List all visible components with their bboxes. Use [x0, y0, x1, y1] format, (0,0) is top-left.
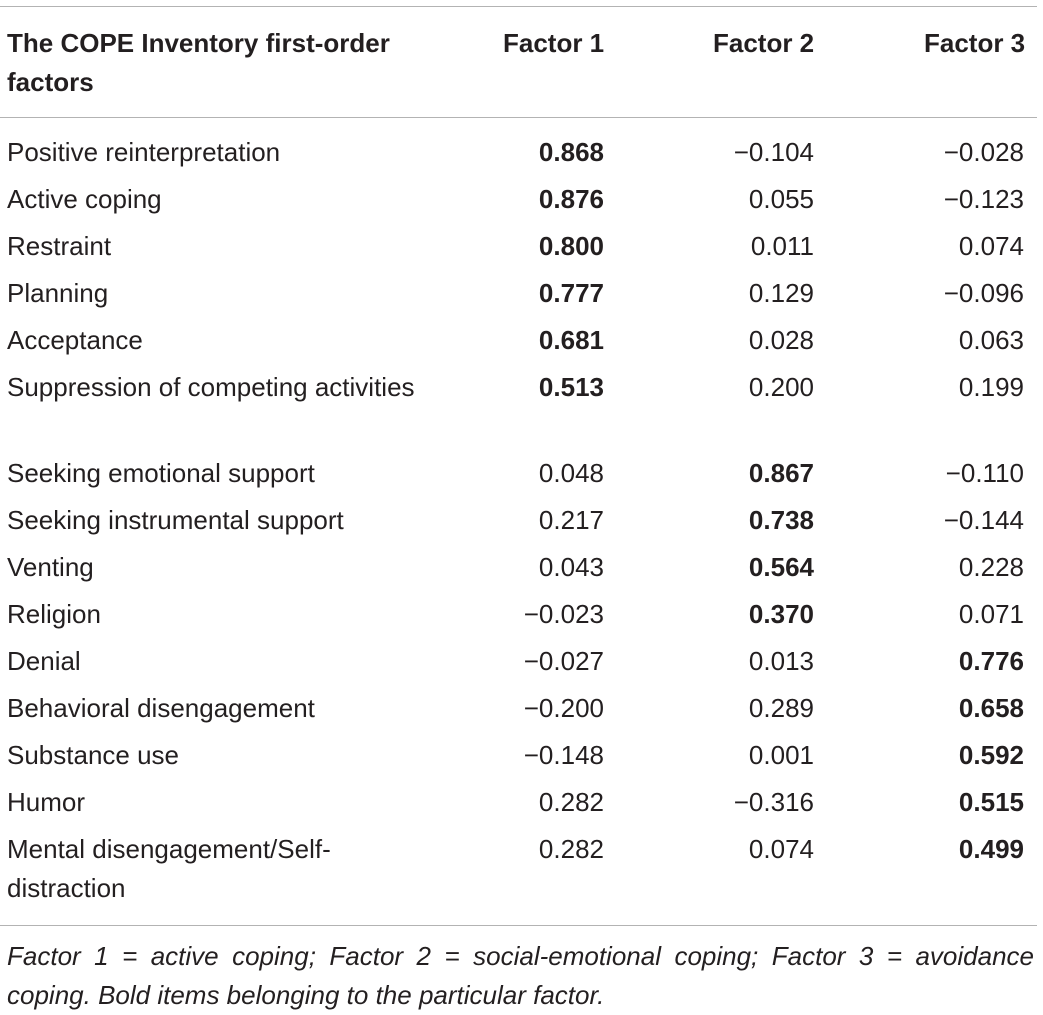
table-row: Substance use −0.148 0.001 0.592	[0, 736, 1037, 783]
factor-2-value: 0.001	[748, 740, 814, 770]
row-factor-name: Mental disengagement/Self-distraction	[7, 834, 331, 903]
row-factor-name: Active coping	[7, 184, 162, 214]
table-row: Venting 0.043 0.564 0.228	[0, 548, 1037, 595]
factor-2-value: 0.564	[748, 552, 814, 582]
row-factor-name: Seeking emotional support	[7, 458, 315, 488]
table-row: Religion −0.023 0.370 0.071	[0, 595, 1037, 642]
row-factor-name: Restraint	[7, 231, 112, 261]
factor-3-value: 0.592	[958, 740, 1024, 770]
header-factor-1: Factor 1	[503, 28, 605, 58]
factor-2-value: 0.370	[748, 599, 814, 629]
factor-1-value: 0.681	[538, 325, 604, 355]
table-header: The COPE Inventory first-order factors F…	[0, 24, 1037, 112]
row-factor-name: Suppression of competing activities	[7, 372, 415, 402]
row-factor-name: Venting	[7, 552, 94, 582]
factor-2-value: 0.738	[748, 505, 814, 535]
factor-2-value: 0.028	[748, 325, 814, 355]
factor-3-value: −0.123	[943, 184, 1024, 214]
table-row: Humor 0.282 −0.316 0.515	[0, 783, 1037, 830]
factor-3-value: −0.144	[943, 505, 1024, 535]
factor-1-value: 0.282	[538, 834, 604, 864]
factor-3-value: 0.074	[958, 231, 1024, 261]
factor-2-value: −0.104	[733, 137, 814, 167]
table-footnote: Factor 1 = active coping; Factor 2 = soc…	[7, 941, 1034, 1010]
factor-1-value: 0.043	[538, 552, 604, 582]
factor-3-value: −0.096	[943, 278, 1024, 308]
row-factor-name: Planning	[7, 278, 109, 308]
table-row: Active coping 0.876 0.055 −0.123	[0, 180, 1037, 227]
table-row: Planning 0.777 0.129 −0.096	[0, 274, 1037, 321]
table-row: Behavioral disengagement −0.200 0.289 0.…	[0, 689, 1037, 736]
table-row: Seeking instrumental support 0.217 0.738…	[0, 501, 1037, 548]
header-inventory-factors: The COPE Inventory first-order factors	[7, 28, 390, 97]
factor-3-value: 0.515	[958, 787, 1024, 817]
factor-2-value: 0.074	[748, 834, 814, 864]
row-factor-name: Behavioral disengagement	[7, 693, 315, 723]
table-body: Positive reinterpretation 0.868 −0.104 −…	[0, 133, 1037, 916]
factor-1-value: 0.876	[538, 184, 604, 214]
row-factor-name: Denial	[7, 646, 81, 676]
row-factor-name: Religion	[7, 599, 101, 629]
factor-2-value: 0.055	[748, 184, 814, 214]
factor-1-value: 0.048	[538, 458, 604, 488]
table-top-rule	[0, 6, 1037, 7]
factor-2-value: 0.011	[750, 231, 814, 261]
row-factor-name: Acceptance	[7, 325, 143, 355]
factor-3-value: 0.776	[958, 646, 1024, 676]
factor-2-value: 0.013	[748, 646, 814, 676]
factor-2-value: −0.316	[733, 787, 814, 817]
header-factor-3: Factor 3	[924, 28, 1026, 58]
table-row: Acceptance 0.681 0.028 0.063	[0, 321, 1037, 368]
factor-2-value: 0.867	[748, 458, 814, 488]
header-factor-2: Factor 2	[713, 28, 815, 58]
factor-1-value: −0.023	[523, 599, 604, 629]
factor-3-value: 0.199	[958, 372, 1024, 402]
factor-3-value: 0.499	[958, 834, 1024, 864]
factor-1-value: 0.800	[538, 231, 604, 261]
row-factor-name: Humor	[7, 787, 86, 817]
table-bottom-rule	[0, 925, 1037, 926]
table-row: Denial −0.027 0.013 0.776	[0, 642, 1037, 689]
factor-1-value: 0.777	[538, 278, 604, 308]
row-factor-name: Positive reinterpretation	[7, 137, 281, 167]
table-row: Positive reinterpretation 0.868 −0.104 −…	[0, 133, 1037, 180]
factor-1-value: −0.027	[523, 646, 604, 676]
table-header-rule	[0, 117, 1037, 118]
factor-3-value: 0.063	[958, 325, 1024, 355]
factor-3-value: 0.658	[958, 693, 1024, 723]
factor-1-value: 0.217	[538, 505, 604, 535]
factor-2-value: 0.289	[748, 693, 814, 723]
factor-1-value: 0.513	[538, 372, 604, 402]
factor-2-value: 0.129	[748, 278, 814, 308]
table-row: Seeking emotional support 0.048 0.867 −0…	[0, 454, 1037, 501]
factor-1-value: 0.868	[538, 137, 604, 167]
factor-3-value: −0.028	[943, 137, 1024, 167]
table-row: Mental disengagement/Self-distraction 0.…	[0, 830, 1037, 916]
table-row: Restraint 0.800 0.011 0.074	[0, 227, 1037, 274]
factor-3-value: −0.110	[945, 458, 1024, 488]
factor-3-value: 0.071	[958, 599, 1024, 629]
factor-2-value: 0.200	[748, 372, 814, 402]
factor-1-value: −0.200	[523, 693, 604, 723]
row-factor-name: Seeking instrumental support	[7, 505, 344, 535]
factor-3-value: 0.228	[958, 552, 1024, 582]
row-factor-name: Substance use	[7, 740, 180, 770]
factor-1-value: −0.148	[523, 740, 604, 770]
factor-1-value: 0.282	[538, 787, 604, 817]
table-row: Suppression of competing activities 0.51…	[0, 368, 1037, 454]
